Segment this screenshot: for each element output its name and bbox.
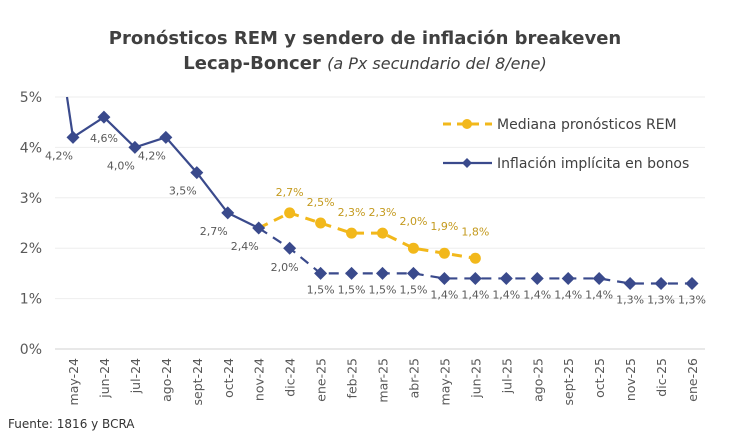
marker-bonos bbox=[314, 266, 328, 280]
marker-bonos bbox=[66, 130, 80, 144]
marker-bonos bbox=[376, 266, 389, 280]
data-label-bonos: 1,4% bbox=[492, 288, 520, 301]
data-label-bonos: 1,4% bbox=[461, 288, 489, 301]
x-tick-label: may-25 bbox=[437, 358, 452, 405]
marker-bonos bbox=[685, 276, 699, 290]
marker-bonos bbox=[499, 271, 513, 285]
data-label-bonos: 2,7% bbox=[200, 225, 228, 238]
x-tick-label: dic-25 bbox=[654, 358, 669, 397]
data-label-bonos: 1,3% bbox=[678, 293, 706, 306]
marker-bonos bbox=[252, 221, 266, 235]
marker-bonos bbox=[128, 140, 142, 154]
marker-bonos bbox=[561, 271, 575, 285]
data-label-bonos: 1,5% bbox=[338, 283, 366, 296]
marker-rem bbox=[315, 217, 327, 229]
marker-rem bbox=[284, 207, 296, 219]
marker-bonos bbox=[468, 271, 482, 285]
marker-bonos bbox=[623, 276, 637, 290]
data-label-rem: 2,7% bbox=[276, 186, 304, 199]
chart-subtitle: (a Px secundario del 8/ene) bbox=[327, 54, 547, 73]
x-tick-label: jul-24 bbox=[128, 358, 143, 394]
data-label-bonos: 4,6% bbox=[90, 132, 118, 145]
data-label-bonos: 4,2% bbox=[45, 149, 73, 162]
data-label-bonos: 1,4% bbox=[554, 288, 582, 301]
x-tick-label: jul-25 bbox=[499, 358, 514, 394]
y-tick-label: 2% bbox=[20, 241, 42, 257]
chart-title-line2-text: Lecap-Boncer bbox=[183, 53, 321, 74]
x-tick-label: ene-26 bbox=[685, 358, 700, 402]
legend-label-bonos: Inflación implícita en bonos bbox=[497, 156, 689, 172]
data-label-rem: 2,0% bbox=[399, 215, 427, 228]
y-tick-label: 3% bbox=[20, 191, 42, 207]
marker-rem bbox=[346, 227, 358, 239]
legend-marker-bonos bbox=[462, 158, 472, 168]
data-label-rem: 2,3% bbox=[338, 206, 366, 219]
marker-bonos bbox=[97, 110, 111, 124]
x-tick-label: sept-24 bbox=[190, 358, 205, 406]
marker-bonos bbox=[592, 271, 606, 285]
data-label-bonos: 1,5% bbox=[399, 283, 427, 296]
data-label-bonos: 4,0% bbox=[107, 159, 135, 172]
data-label-bonos: 2,0% bbox=[271, 261, 299, 274]
data-label-bonos: 4,2% bbox=[138, 149, 166, 162]
x-tick-label: oct-24 bbox=[221, 358, 236, 398]
marker-bonos bbox=[283, 241, 297, 255]
data-label-rem: 1,8% bbox=[461, 225, 489, 238]
series-line-bonos-dashed bbox=[258, 227, 692, 285]
x-tick-label: abr-25 bbox=[406, 358, 421, 398]
marker-rem bbox=[377, 227, 388, 239]
chart-title-line2: Lecap-Boncer (a Px secundario del 8/ene) bbox=[0, 53, 730, 74]
x-tick-label: ago-24 bbox=[159, 358, 174, 402]
series-line-bonos-stub bbox=[65, 96, 75, 138]
x-tick-label: sept-25 bbox=[561, 358, 576, 405]
data-label-bonos: 1,4% bbox=[523, 288, 551, 301]
marker-bonos bbox=[437, 271, 451, 285]
data-label-rem: 1,9% bbox=[430, 220, 458, 233]
marker-rem bbox=[438, 247, 450, 259]
marker-bonos bbox=[221, 206, 235, 220]
x-tick-label: nov-25 bbox=[623, 358, 638, 401]
x-tick-label: dic-24 bbox=[283, 358, 298, 397]
data-label-rem: 2,3% bbox=[369, 206, 397, 219]
legend-label-rem: Mediana pronósticos REM bbox=[497, 117, 677, 133]
x-tick-label: mar-25 bbox=[376, 358, 391, 403]
marker-bonos bbox=[159, 130, 173, 144]
marker-rem bbox=[407, 242, 419, 254]
marker-bonos bbox=[190, 166, 204, 180]
legend-marker-rem bbox=[462, 119, 472, 129]
y-tick-label: 5% bbox=[20, 90, 42, 106]
x-tick-label: jun-25 bbox=[468, 358, 483, 399]
x-tick-label: ene-25 bbox=[314, 358, 329, 402]
data-label-bonos: 1,5% bbox=[369, 283, 397, 296]
x-tick-label: oct-25 bbox=[592, 358, 607, 398]
source-note: Fuente: 1816 y BCRA bbox=[8, 417, 135, 431]
x-tick-label: jun-24 bbox=[97, 358, 112, 399]
data-label-bonos: 1,5% bbox=[307, 283, 335, 296]
y-tick-label: 1% bbox=[20, 292, 42, 308]
data-label-bonos: 2,4% bbox=[231, 240, 259, 253]
data-label-bonos: 1,3% bbox=[647, 293, 675, 306]
y-tick-label: 0% bbox=[20, 342, 42, 358]
y-tick-label: 4% bbox=[20, 140, 42, 156]
x-tick-label: ago-25 bbox=[530, 358, 545, 402]
marker-bonos bbox=[345, 266, 359, 280]
marker-rem bbox=[469, 252, 481, 264]
data-label-bonos: 1,4% bbox=[585, 288, 613, 301]
marker-bonos bbox=[654, 276, 668, 290]
marker-bonos bbox=[406, 266, 420, 280]
data-label-bonos: 3,5% bbox=[169, 185, 197, 198]
data-label-bonos: 1,4% bbox=[430, 288, 458, 301]
x-tick-label: feb-25 bbox=[345, 358, 360, 398]
x-tick-label: may-24 bbox=[66, 358, 81, 405]
chart-title: Pronósticos REM y sendero de inflación b… bbox=[108, 28, 622, 49]
data-label-bonos: 1,3% bbox=[616, 293, 644, 306]
data-label-rem: 2,5% bbox=[307, 196, 335, 209]
x-tick-label: nov-24 bbox=[252, 358, 267, 401]
marker-bonos bbox=[530, 271, 544, 285]
